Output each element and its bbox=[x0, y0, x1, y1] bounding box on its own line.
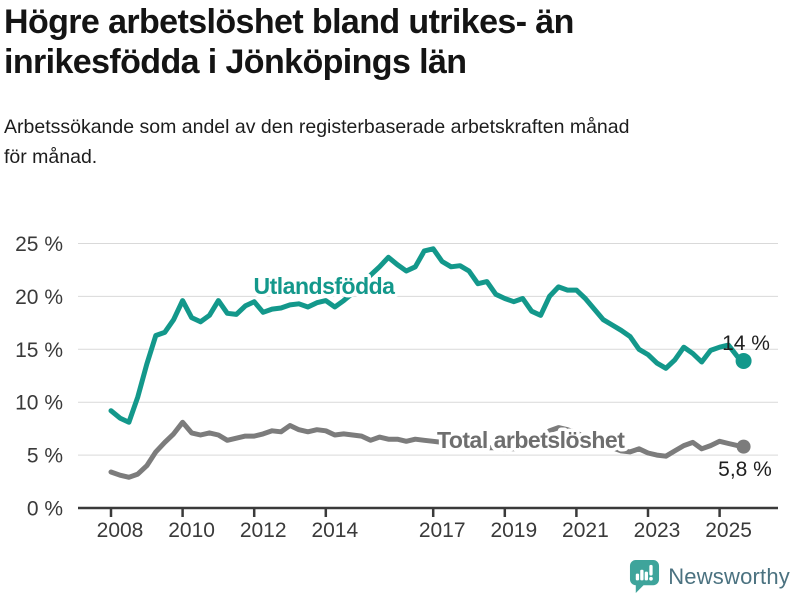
y-tick-label: 0 % bbox=[27, 498, 63, 521]
x-tick-label: 2010 bbox=[168, 519, 215, 542]
newsworthy-wordmark: Newsworthy bbox=[668, 563, 790, 589]
x-tick-label: 2021 bbox=[562, 519, 609, 542]
series-inline-label-total-arbetsl-shet: Total arbetslöshet bbox=[437, 427, 625, 453]
series-end-dot-utlandsf-dda bbox=[735, 352, 752, 369]
series-end-value-total-arbetsl-shet: 5,8 % bbox=[718, 458, 772, 481]
exclamation-bar bbox=[649, 564, 653, 576]
x-tick-label: 2012 bbox=[240, 519, 287, 542]
chart-subtitle: Arbetssökande som andel av den registerb… bbox=[4, 116, 630, 168]
series-line-total-arbetsl-shet bbox=[108, 419, 747, 480]
chart-title: Högre arbetslöshet bland utrikes- än inr… bbox=[4, 3, 574, 81]
y-tick-label: 20 % bbox=[15, 286, 63, 309]
y-tick-label: 25 % bbox=[15, 233, 63, 256]
newsworthy-logo: Newsworthy bbox=[629, 559, 790, 594]
bar-2 bbox=[640, 569, 644, 581]
y-tick-label: 10 % bbox=[15, 392, 63, 415]
bar-1 bbox=[635, 573, 640, 581]
x-tick-label: 2017 bbox=[419, 519, 466, 542]
speech-bubble-shape bbox=[630, 560, 660, 593]
y-tick-label: 15 % bbox=[15, 339, 63, 362]
exclamation-dot bbox=[649, 576, 654, 581]
x-tick-label: 2014 bbox=[311, 519, 358, 542]
y-tick-label: 5 % bbox=[27, 445, 63, 468]
bar-3 bbox=[644, 571, 649, 581]
series-end-value-utlandsf-dda: 14 % bbox=[722, 332, 770, 355]
newsworthy-icon bbox=[630, 560, 660, 593]
x-tick-label: 2008 bbox=[97, 519, 144, 542]
series-line-utlandsf-dda bbox=[108, 246, 747, 425]
x-tick-label: 2019 bbox=[490, 519, 537, 542]
x-tick-label: 2023 bbox=[634, 519, 681, 542]
series-end-dot-total-arbetsl-shet bbox=[736, 439, 751, 454]
x-tick-label: 2025 bbox=[705, 519, 752, 542]
series-inline-label-utlandsf-dda: Utlandsfödda bbox=[254, 273, 396, 299]
